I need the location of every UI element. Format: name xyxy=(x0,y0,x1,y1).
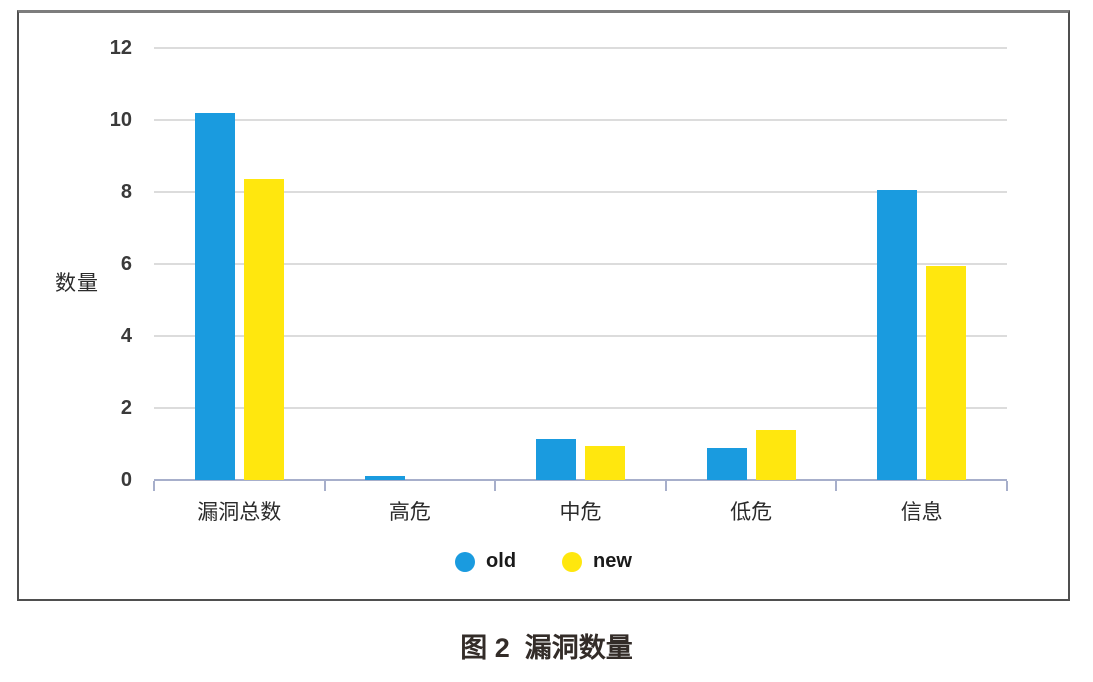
gridline-2 xyxy=(154,407,1007,409)
gridline-6 xyxy=(154,263,1007,265)
x-axis-tick xyxy=(153,481,155,491)
y-tick-label-0: 0 xyxy=(120,469,132,491)
bar-new-3 xyxy=(755,429,796,480)
x-category-label-3: 低危 xyxy=(730,501,773,524)
gridline-4 xyxy=(154,335,1007,337)
bar-new-0 xyxy=(243,179,284,480)
bar-new-2 xyxy=(585,445,625,480)
bar-old-3 xyxy=(706,447,747,480)
y-tick-label-10: 10 xyxy=(109,109,132,131)
x-category-label-0: 漏洞总数 xyxy=(197,501,282,524)
y-tick-label-4: 4 xyxy=(120,325,132,347)
x-category-label-1: 高危 xyxy=(388,501,431,524)
y-tick-label-8: 8 xyxy=(120,181,132,203)
gridline-12 xyxy=(154,47,1007,49)
bar-old-2 xyxy=(536,438,576,480)
gridline-8 xyxy=(154,191,1007,193)
bar-old-1 xyxy=(365,476,406,480)
bar-old-0 xyxy=(194,112,235,480)
x-axis-tick xyxy=(835,481,838,491)
legend: old new xyxy=(19,550,1068,573)
x-axis-tick xyxy=(1006,481,1008,491)
legend-swatch-old-icon xyxy=(455,551,476,572)
legend-swatch-new-icon xyxy=(562,551,583,572)
bar-old-4 xyxy=(877,190,918,480)
bar-new-4 xyxy=(926,265,967,480)
x-axis-tick xyxy=(494,481,497,491)
legend-label-old: old xyxy=(486,550,517,572)
x-axis-tick xyxy=(323,481,326,491)
x-category-label-2: 中危 xyxy=(559,501,602,524)
legend-item-old: old xyxy=(455,550,516,573)
y-tick-label-12: 12 xyxy=(109,37,132,59)
figure-caption: 图 2 漏洞数量 xyxy=(460,633,633,663)
chart-container: 数量 0 2 4 6 8 10 12 漏洞总数 高危 中危 低危 信息 old new xyxy=(17,10,1070,601)
legend-label-new: new xyxy=(593,550,632,572)
y-tick-label-6: 6 xyxy=(120,253,132,275)
y-tick-label-2: 2 xyxy=(120,397,132,419)
x-axis-tick xyxy=(664,481,667,491)
x-category-label-4: 信息 xyxy=(900,501,943,524)
x-axis-line xyxy=(154,479,1007,481)
y-axis-title: 数量 xyxy=(55,272,99,295)
legend-item-new: new xyxy=(562,550,632,573)
gridline-10 xyxy=(154,119,1007,121)
